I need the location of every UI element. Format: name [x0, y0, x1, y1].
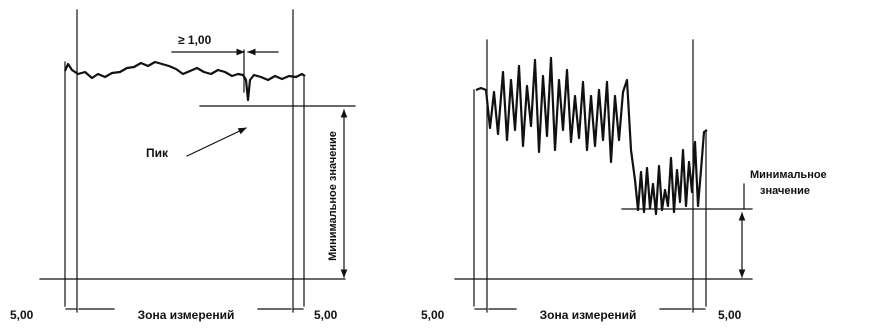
spacing-label: ≥ 1,00	[178, 33, 212, 47]
left-zone-label: Зона измерений	[138, 308, 235, 322]
left-panel: ≥ 1,00 Минимальное значение Пик 5,00 Зон…	[10, 9, 356, 322]
right-zone-label: Зона измерений	[540, 308, 637, 322]
right-min-value-label-2: значение	[760, 185, 810, 197]
right-offset-right-label: 5,00	[718, 308, 742, 322]
right-offset-left-label: 5,00	[421, 308, 445, 322]
left-offset-right-label: 5,00	[314, 308, 338, 322]
left-offset-left-label: 5,00	[10, 308, 34, 322]
left-profile-curve	[63, 60, 306, 102]
left-min-value-label: Минимальное значение	[327, 131, 339, 261]
right-panel: Минимальное значение 5,00 Зона измерений…	[421, 39, 827, 322]
peak-arrow	[186, 127, 247, 157]
right-min-value-label-1: Минимальное	[750, 169, 827, 181]
right-profile-curve	[475, 56, 708, 216]
peak-label: Пик	[146, 146, 169, 160]
